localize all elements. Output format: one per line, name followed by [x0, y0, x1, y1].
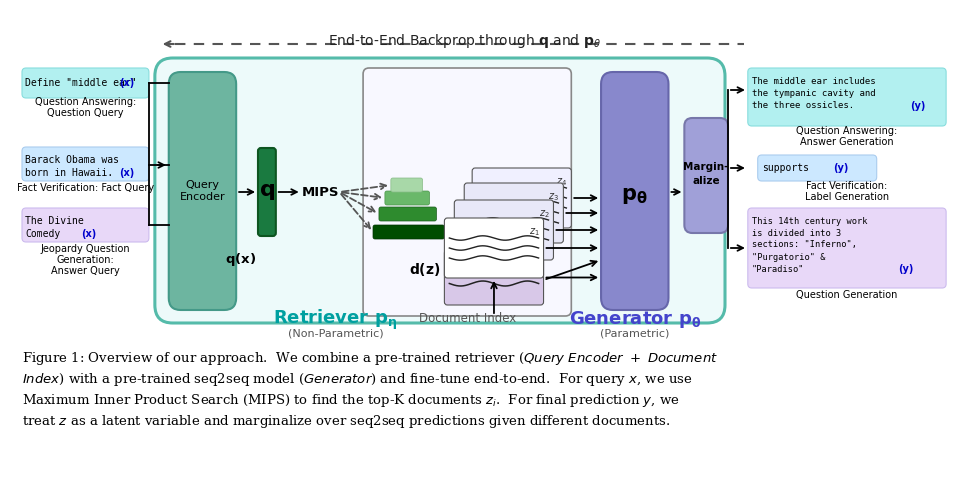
Text: $\mathbf{q}$: $\mathbf{q}$ [259, 182, 275, 202]
Text: Define "middle ear": Define "middle ear" [25, 78, 136, 88]
Text: End-to-End Backprop through $\mathbf{q}$ and $\mathbf{p}_\theta$: End-to-End Backprop through $\mathbf{q}$… [327, 32, 601, 50]
FancyBboxPatch shape [444, 218, 543, 278]
FancyBboxPatch shape [22, 208, 149, 242]
Text: $z_1$: $z_1$ [529, 226, 540, 238]
Text: Jeopardy Question: Jeopardy Question [40, 244, 131, 254]
Text: is divided into 3: is divided into 3 [752, 228, 841, 238]
FancyBboxPatch shape [22, 68, 149, 98]
FancyBboxPatch shape [22, 147, 149, 181]
Text: (x): (x) [82, 229, 97, 239]
Text: born in Hawaii.: born in Hawaii. [25, 168, 113, 178]
FancyBboxPatch shape [155, 58, 725, 323]
Text: Question Answering:: Question Answering: [797, 126, 898, 136]
Text: Question Answering:: Question Answering: [35, 97, 136, 107]
Text: supports: supports [761, 163, 808, 173]
Text: Fact Verification: Fact Query: Fact Verification: Fact Query [17, 183, 154, 193]
Text: Margin-: Margin- [684, 162, 729, 173]
FancyBboxPatch shape [748, 208, 947, 288]
Text: Retriever $\mathbf{p}_\mathbf{\eta}$: Retriever $\mathbf{p}_\mathbf{\eta}$ [274, 308, 397, 332]
Text: Question Query: Question Query [47, 108, 124, 118]
Text: Answer Query: Answer Query [51, 266, 120, 276]
FancyBboxPatch shape [748, 68, 947, 126]
Text: Comedy: Comedy [25, 229, 60, 239]
Text: Query: Query [185, 180, 220, 190]
Text: This 14th century work: This 14th century work [752, 216, 867, 225]
Text: $z_3$: $z_3$ [548, 191, 560, 203]
Text: the tympanic cavity and: the tympanic cavity and [752, 90, 876, 98]
Text: $\mathbf{q(x)}$: $\mathbf{q(x)}$ [225, 251, 255, 269]
Text: The middle ear includes: The middle ear includes [752, 78, 876, 87]
Text: Figure 1: Overview of our approach.  We combine a pre-trained retriever ($\it{Qu: Figure 1: Overview of our approach. We c… [22, 350, 718, 367]
FancyBboxPatch shape [258, 148, 276, 236]
Text: Generator $\mathbf{p}_\mathbf{\theta}$: Generator $\mathbf{p}_\mathbf{\theta}$ [568, 309, 701, 331]
Text: $\mathbf{p_\theta}$: $\mathbf{p_\theta}$ [621, 186, 648, 206]
Text: $\mathbf{d(z)}$: $\mathbf{d(z)}$ [409, 262, 441, 278]
Text: (y): (y) [899, 264, 914, 274]
Text: Answer Generation: Answer Generation [800, 137, 894, 147]
Text: "Paradiso": "Paradiso" [752, 265, 804, 274]
FancyBboxPatch shape [391, 178, 422, 192]
Text: treat $\it{z}$ as a latent variable and marginalize over seq2seq predictions giv: treat $\it{z}$ as a latent variable and … [22, 413, 670, 430]
Text: Generation:: Generation: [57, 255, 114, 265]
Text: $\it{Index}$) with a pre-trained seq2seq model ($\it{Generator}$) and fine-tune : $\it{Index}$) with a pre-trained seq2seq… [22, 371, 693, 388]
FancyBboxPatch shape [169, 72, 236, 310]
Text: Question Generation: Question Generation [796, 290, 898, 300]
FancyBboxPatch shape [465, 183, 564, 243]
Text: "Purgatorio" &: "Purgatorio" & [752, 252, 826, 262]
Text: $z_4$: $z_4$ [556, 176, 567, 188]
Text: the three ossicles.: the three ossicles. [752, 101, 853, 111]
FancyBboxPatch shape [385, 191, 429, 205]
Text: (Non-Parametric): (Non-Parametric) [287, 329, 383, 339]
Text: Maximum Inner Product Search (MIPS) to find the top-K documents $z_i$.  For fina: Maximum Inner Product Search (MIPS) to f… [22, 392, 680, 409]
FancyBboxPatch shape [757, 155, 876, 181]
Text: Label Generation: Label Generation [804, 192, 889, 202]
Text: Fact Verification:: Fact Verification: [806, 181, 888, 191]
Text: Barack Obama was: Barack Obama was [25, 155, 119, 165]
Text: The Divine: The Divine [25, 216, 84, 226]
Text: Encoder: Encoder [180, 192, 226, 202]
Text: (y): (y) [910, 101, 925, 111]
Text: (x): (x) [119, 78, 134, 88]
Text: alize: alize [692, 176, 720, 185]
Text: MIPS: MIPS [301, 185, 339, 198]
FancyBboxPatch shape [454, 200, 554, 260]
FancyBboxPatch shape [601, 72, 668, 310]
Text: sections: "Inferno",: sections: "Inferno", [752, 241, 856, 249]
FancyBboxPatch shape [472, 168, 571, 228]
FancyBboxPatch shape [373, 225, 444, 239]
FancyBboxPatch shape [379, 207, 437, 221]
Text: (y): (y) [833, 163, 849, 173]
Text: Document Index: Document Index [419, 311, 516, 325]
Text: (Parametric): (Parametric) [600, 329, 669, 339]
FancyBboxPatch shape [444, 250, 543, 305]
FancyBboxPatch shape [363, 68, 571, 316]
Text: (x): (x) [119, 168, 134, 178]
Text: $z_2$: $z_2$ [539, 208, 549, 220]
FancyBboxPatch shape [684, 118, 728, 233]
